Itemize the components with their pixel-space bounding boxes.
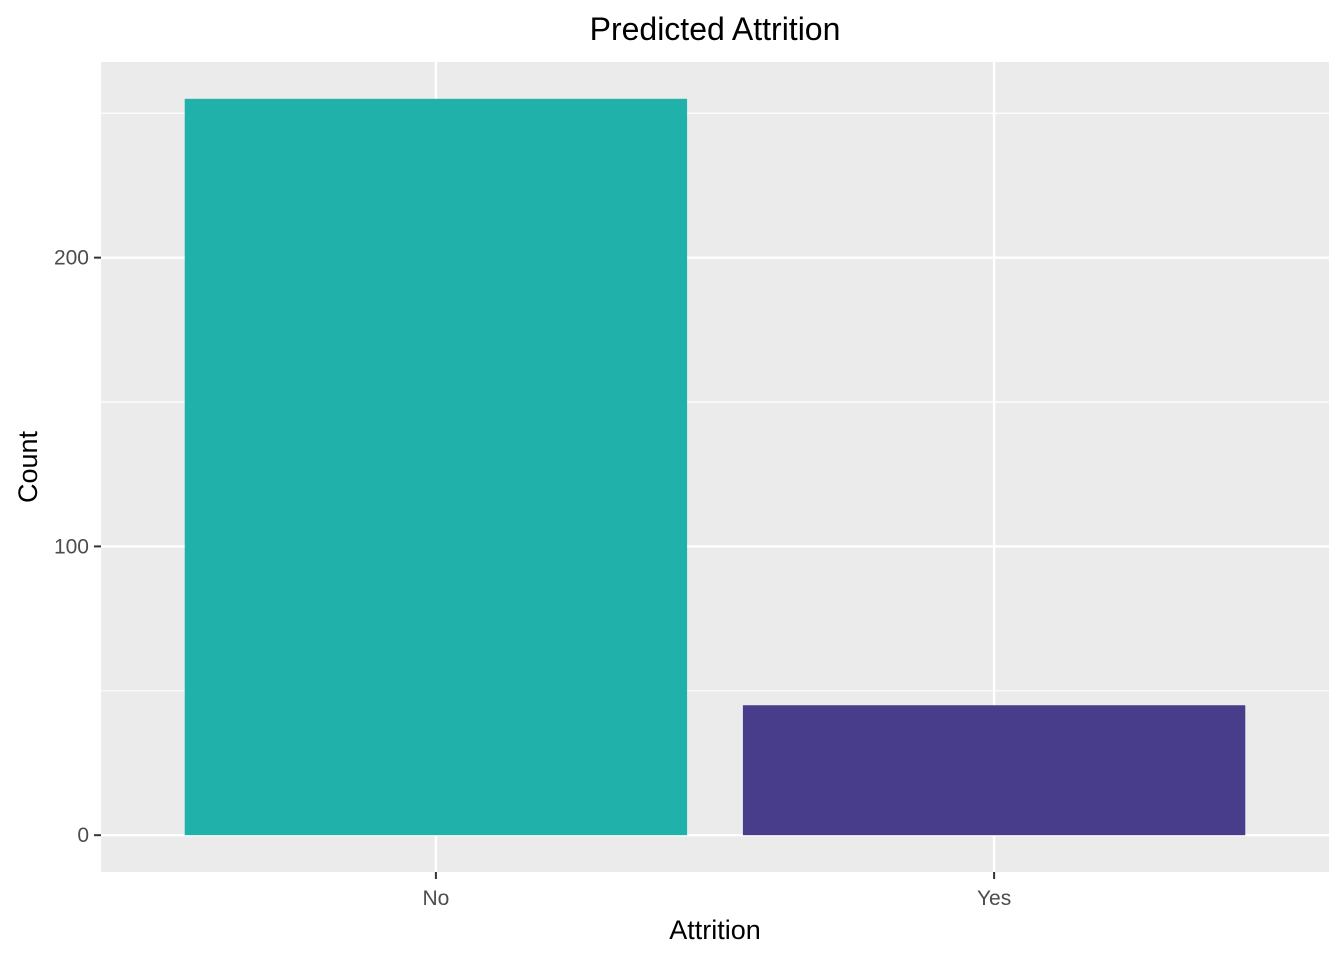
x-tick-label: No: [422, 887, 449, 910]
y-axis-title: Count: [13, 430, 43, 503]
y-tick-label: 100: [54, 535, 89, 558]
chart-title: Predicted Attrition: [590, 11, 841, 47]
x-tick-label: Yes: [977, 887, 1011, 910]
y-tick-label: 0: [77, 824, 89, 847]
bar-no: [184, 98, 688, 836]
y-tick-label: 200: [54, 247, 89, 270]
bars: [184, 98, 1246, 836]
x-axis: No Yes: [422, 872, 1011, 910]
x-axis-title: Attrition: [669, 915, 761, 945]
y-axis: 0 100 200: [54, 247, 101, 847]
bar-yes: [742, 705, 1246, 836]
